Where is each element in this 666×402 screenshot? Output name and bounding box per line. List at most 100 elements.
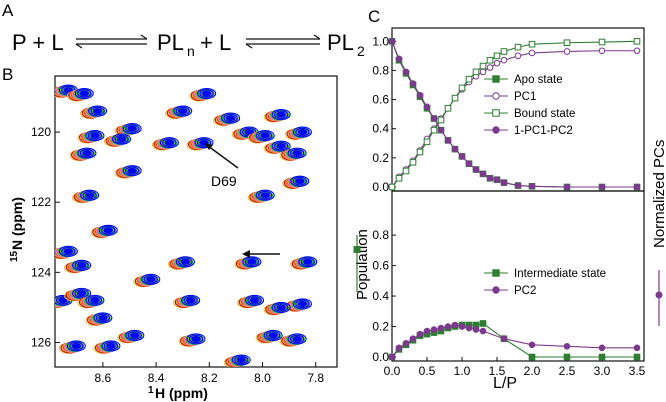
data-point <box>430 326 438 333</box>
series-line <box>391 50 637 188</box>
data-point <box>486 174 494 182</box>
data-point <box>500 179 508 186</box>
data-point <box>430 126 438 134</box>
legend-label: PC1 <box>514 91 536 103</box>
data-point <box>500 335 508 343</box>
data-point <box>479 170 487 178</box>
population-legend-marker <box>353 246 361 253</box>
data-point <box>633 344 641 352</box>
data-point <box>388 353 396 361</box>
data-point <box>395 55 403 63</box>
data-point <box>409 80 417 87</box>
nmr-peak <box>72 189 100 204</box>
nmr-x-tick-label: 8.2 <box>201 371 218 385</box>
data-point <box>437 324 445 332</box>
legend-entry: Intermediate state <box>484 268 606 280</box>
nmr-peak <box>114 165 142 179</box>
legend-entry: Bound state <box>484 108 575 120</box>
nmr-peak <box>279 333 307 347</box>
legend-label: PC2 <box>514 285 536 297</box>
data-point <box>528 182 536 190</box>
data-point <box>598 183 606 191</box>
top-plot-series <box>388 37 641 191</box>
data-point <box>486 56 494 64</box>
y-tick-label: 0.4 <box>372 289 389 303</box>
data-point <box>500 56 508 64</box>
nmr-peak <box>69 147 97 162</box>
data-point <box>563 39 571 47</box>
data-point <box>388 37 396 45</box>
nmr-peak <box>213 112 241 127</box>
legend-entry: Apo state <box>484 74 563 86</box>
nmr-x-tick-label: 8.0 <box>254 371 271 385</box>
bottom-plot-frame <box>391 190 645 362</box>
legend-label: Apo state <box>514 74 563 86</box>
x-axis-title-lp: L/P <box>493 375 517 392</box>
nmr-peak <box>263 301 291 316</box>
data-point <box>598 353 606 361</box>
nmr-peak <box>64 259 92 274</box>
equation-pln: PL <box>157 30 184 55</box>
nmr-x-axis-title: 1 H (ppm) <box>148 385 208 401</box>
normalized-pcs-axis-title: Normalized PCs <box>651 140 666 326</box>
data-point <box>458 153 466 160</box>
data-point <box>633 47 641 55</box>
data-point <box>479 62 487 70</box>
bottom-plot-series <box>388 320 641 361</box>
equation-pln-subscript: n <box>187 43 195 59</box>
nmr-frame <box>54 75 338 368</box>
data-point <box>492 286 500 294</box>
nmr-peak <box>55 84 78 98</box>
nmr-peak <box>103 133 132 148</box>
nmr-y-axis-title: 15 N (ppm) <box>9 197 25 262</box>
series-pc2 <box>388 321 641 361</box>
data-point <box>451 321 459 329</box>
y-tick-label: 0.2 <box>372 320 389 334</box>
bottom-plot-ticks: 0.0 0.2 0.4 0.6 0.8 0.0 0.5 1.0 1.5 2.0 2.5 3.0 3.5 <box>372 228 645 378</box>
normalized-pcs-legend-marker <box>655 291 663 299</box>
nmr-y-title-sup: 15 <box>9 250 20 262</box>
data-point <box>402 68 410 76</box>
nmr-x-title-sup: 1 <box>148 385 154 396</box>
nmr-peak <box>117 329 145 344</box>
data-point <box>633 353 641 361</box>
data-point <box>514 182 522 189</box>
nmr-peak <box>90 224 118 239</box>
y-tick-label: 0.0 <box>372 180 389 194</box>
y-tick-label: 0.8 <box>372 228 389 242</box>
nmr-peak <box>263 109 291 123</box>
panel-c: C 0.00.20.40.60.81.0 0.00.20.40.60.80.0 0… <box>353 7 666 392</box>
nmr-peak <box>165 105 193 120</box>
data-point <box>402 339 410 347</box>
data-point <box>486 64 494 71</box>
data-point <box>492 269 500 277</box>
data-point <box>598 344 606 352</box>
data-point <box>598 47 606 55</box>
data-point <box>423 103 431 111</box>
nmr-x-title: H (ppm) <box>155 385 208 401</box>
data-point <box>493 59 501 67</box>
x-tick-label: 2.5 <box>559 364 576 378</box>
nmr-x-ticks: 8.6 8.4 8.2 8.0 7.8 <box>95 362 324 385</box>
data-point <box>416 91 424 99</box>
data-point <box>479 68 487 76</box>
data-point <box>563 343 571 350</box>
equation-reactants: P + L <box>12 30 64 55</box>
nmr-peak <box>77 130 105 144</box>
data-point <box>528 341 536 349</box>
data-point <box>493 176 501 184</box>
data-point <box>492 92 500 100</box>
nmr-peak <box>186 137 214 151</box>
nmr-y-tick-label: 126 <box>31 335 51 349</box>
nmr-x-tick-label: 8.4 <box>148 371 165 385</box>
data-point <box>563 183 571 191</box>
data-point <box>416 330 424 338</box>
legend-label: 1-PC1-PC2 <box>514 125 573 137</box>
y-tick-label: 0.2 <box>372 151 389 165</box>
data-point <box>458 84 466 92</box>
data-point <box>402 167 410 175</box>
data-point <box>465 324 473 332</box>
data-point <box>465 75 473 83</box>
top-plot-legend: Apo state PC1 Bound state 1-PC1-PC2 <box>484 74 575 137</box>
nmr-y-tick-label: 124 <box>31 265 51 279</box>
